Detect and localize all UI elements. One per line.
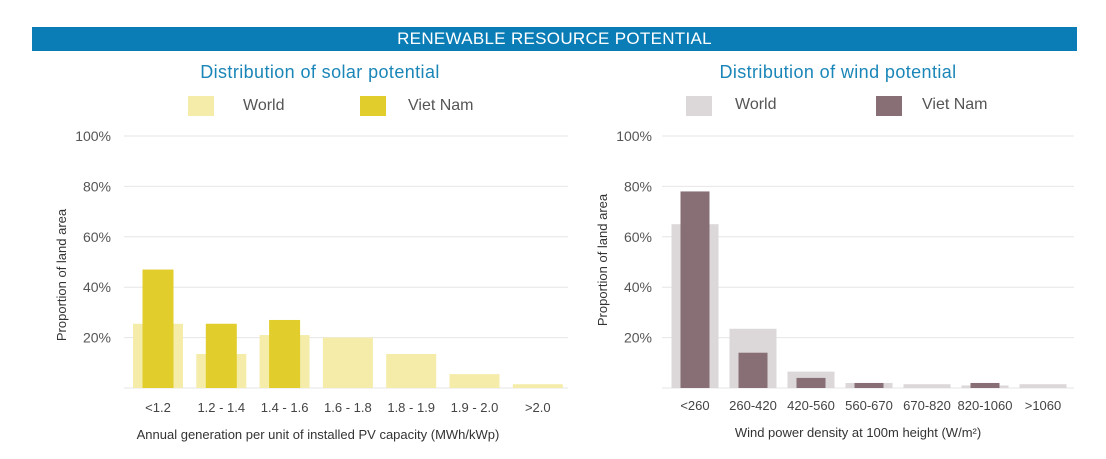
- solar-category-label: 1.4 - 1.6: [261, 400, 309, 415]
- wind-x-axis-label: Wind power density at 100m height (W/m²): [735, 425, 981, 440]
- solar-legend-world-swatch: [188, 96, 214, 116]
- wind-legend-world-swatch: [686, 96, 712, 116]
- wind-y-axis-label: Proportion of land area: [595, 193, 610, 326]
- wind-legend-vn-label: Viet Nam: [922, 96, 988, 113]
- solar-bar-world: [512, 384, 563, 388]
- solar-category-label: 1.6 - 1.8: [324, 400, 372, 415]
- solar-bar-world: [386, 353, 437, 388]
- solar-bar-world: [449, 374, 500, 388]
- wind-ytick-label: 100%: [616, 128, 652, 144]
- solar-y-axis-label: Proportion of land area: [54, 208, 69, 341]
- solar-category-label: 1.8 - 1.9: [387, 400, 435, 415]
- wind-bar-world: [903, 384, 951, 388]
- wind-ytick-label: 40%: [624, 279, 652, 295]
- wind-bar-vietnam: [680, 191, 710, 388]
- solar-bar-vietnam: [142, 269, 174, 388]
- wind-bar-vietnam: [796, 377, 826, 388]
- wind-category-label: 820-1060: [958, 398, 1013, 413]
- wind-category-label: 670-820: [903, 398, 951, 413]
- solar-legend-vn-label: Viet Nam: [408, 97, 474, 114]
- solar-category-label: >2.0: [525, 400, 551, 415]
- wind-category-label: 260-420: [729, 398, 777, 413]
- wind-bar-world: [1019, 384, 1067, 388]
- wind-legend-world-label: World: [735, 96, 777, 113]
- solar-x-axis-label: Annual generation per unit of installed …: [137, 427, 500, 442]
- wind-category-label: <260: [680, 398, 709, 413]
- solar-ytick-label: 100%: [75, 128, 111, 144]
- solar-chart-title: Distribution of solar potential: [200, 62, 440, 82]
- solar-category-label: <1.2: [145, 400, 171, 415]
- solar-ytick-label: 80%: [83, 178, 111, 194]
- wind-ytick-label: 60%: [624, 229, 652, 245]
- solar-bar-vietnam: [269, 319, 301, 388]
- wind-category-label: >1060: [1025, 398, 1062, 413]
- solar-bar-world: [322, 337, 373, 388]
- wind-ytick-label: 20%: [624, 330, 652, 346]
- wind-ytick-label: 80%: [624, 178, 652, 194]
- solar-ytick-label: 20%: [83, 330, 111, 346]
- banner-title: RENEWABLE RESOURCE POTENTIAL: [32, 27, 1077, 51]
- wind-bar-vietnam: [854, 382, 884, 388]
- wind-bar-vietnam: [738, 352, 768, 388]
- solar-legend-world-label: World: [243, 97, 285, 114]
- wind-legend-vn-swatch: [876, 96, 902, 116]
- solar-bar-vietnam: [205, 323, 237, 388]
- wind-bar-vietnam: [970, 382, 1000, 388]
- wind-category-label: 560-670: [845, 398, 893, 413]
- wind-category-label: 420-560: [787, 398, 835, 413]
- wind-chart-title: Distribution of wind potential: [719, 62, 957, 82]
- solar-ytick-label: 60%: [83, 229, 111, 245]
- solar-legend-vn-swatch: [360, 96, 386, 116]
- solar-category-label: 1.9 - 2.0: [451, 400, 499, 415]
- solar-ytick-label: 40%: [83, 279, 111, 295]
- solar-category-label: 1.2 - 1.4: [197, 400, 245, 415]
